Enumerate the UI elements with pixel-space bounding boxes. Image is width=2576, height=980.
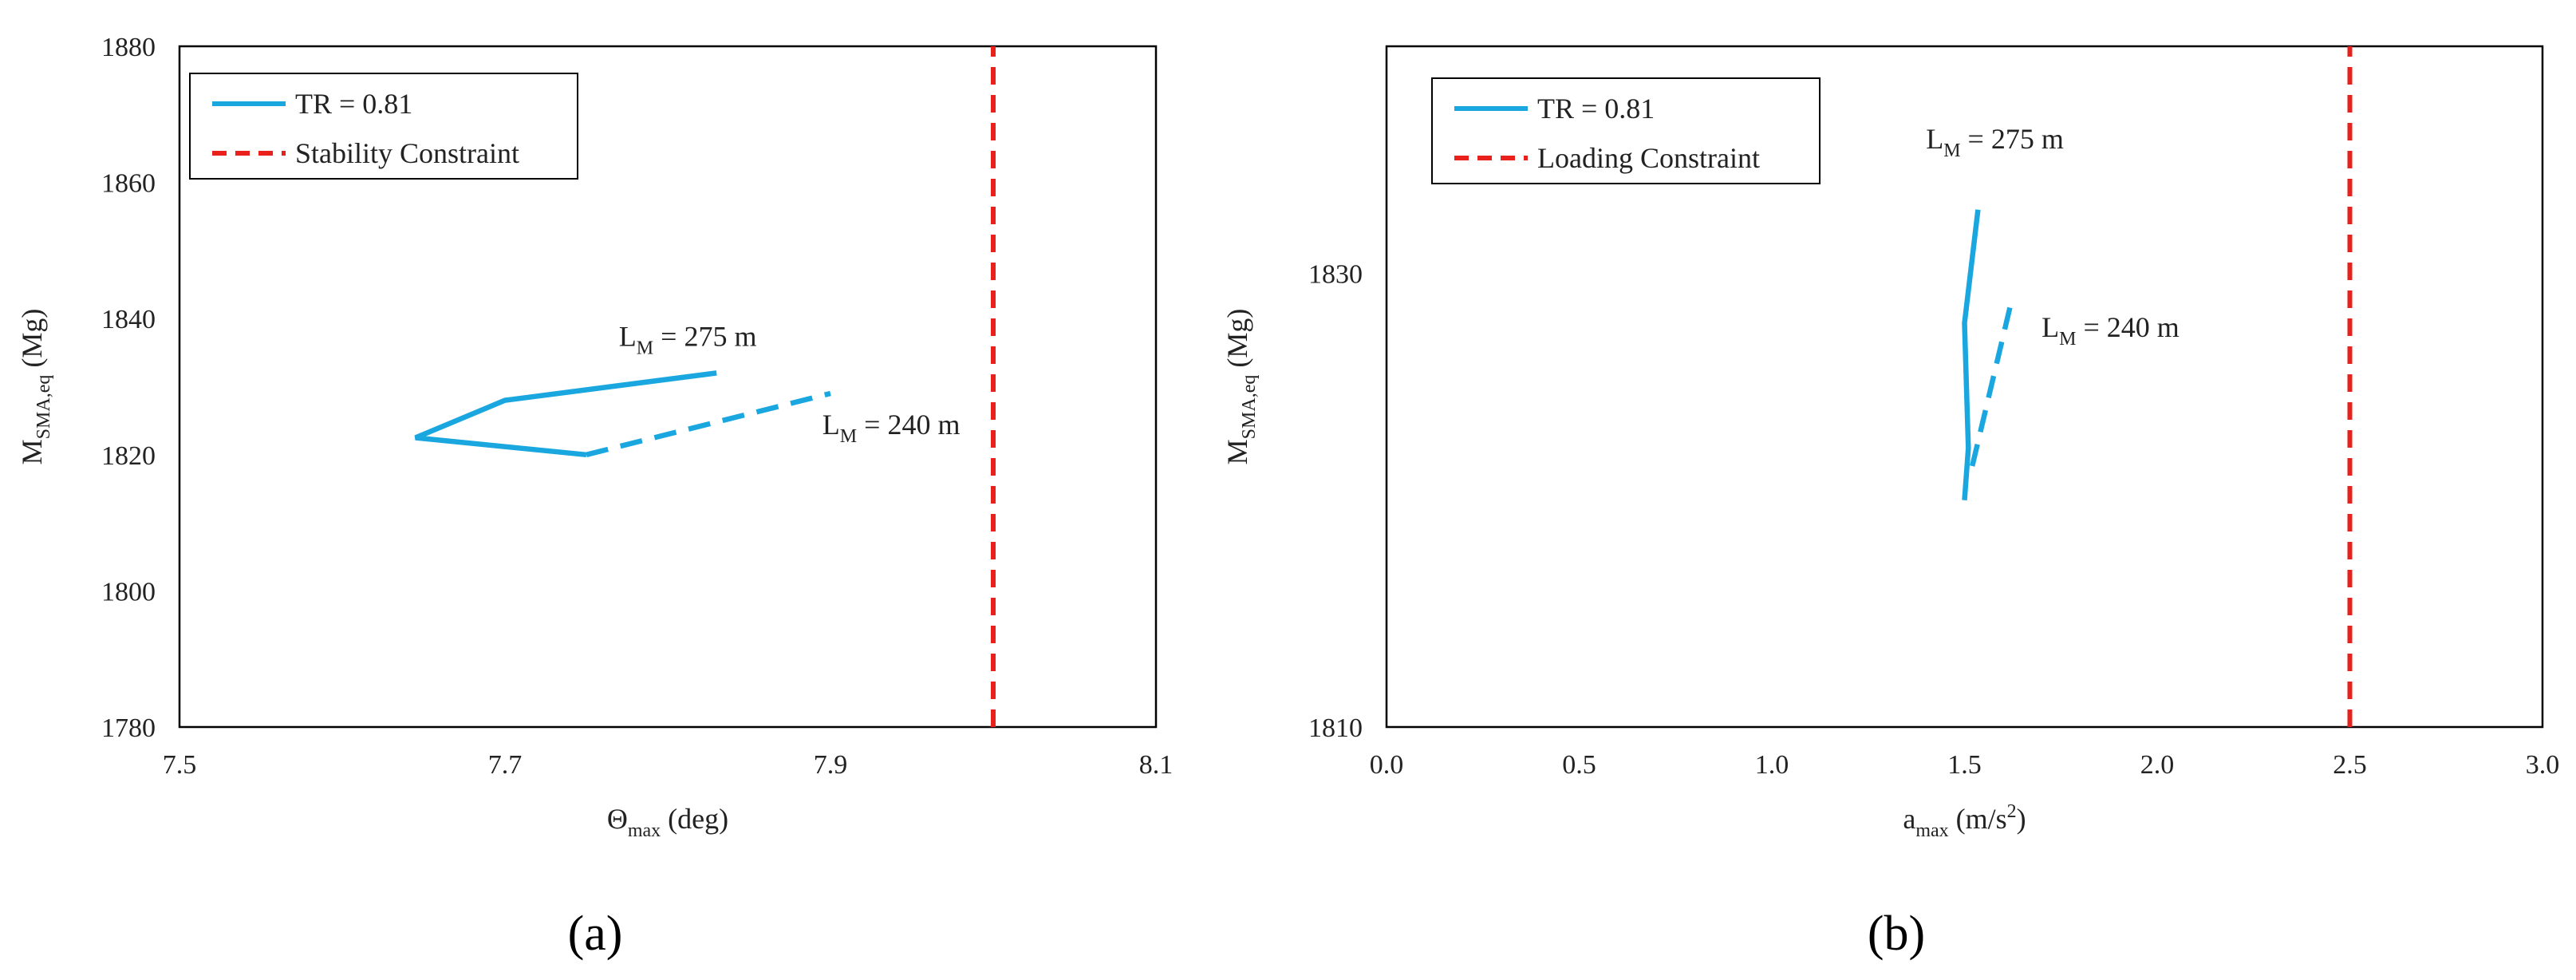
y-tick-label: 1880 [101,33,156,62]
y-axis-title: MSMA,eq (Mg) [16,309,54,465]
annotation-label: LM = 240 m [2041,311,2180,350]
legend-label: TR = 0.81 [1537,93,1655,124]
series-line-240m [1970,295,2016,467]
x-tick-label: 7.7 [488,750,523,780]
y-tick-label: 1860 [101,169,156,199]
x-tick-label: 0.0 [1370,750,1404,780]
series-line-275m [1962,209,1981,500]
legend-box [1431,77,1821,184]
annotation-label: LM = 275 m [1926,123,2064,161]
x-axis-title: amax (m/s2) [1903,801,2026,841]
y-axis-title: MSMA,eq (Mg) [1221,309,1260,465]
x-tick-label: 7.5 [163,750,197,780]
x-tick-label: 0.5 [1562,750,1596,780]
chart-panel-a: 7.5 7.7 7.9 8.1 1780 1800 1820 1840 1860 1880 Θmax… [16,33,1173,961]
legend-label: Stability Constraint [295,137,519,169]
x-axis-title: Θmax (deg) [607,803,728,841]
annotation-label: LM = 275 m [619,320,757,358]
legend: TR = 0.81 Stability Constraint [189,73,578,180]
y-tick-label: 1840 [101,305,156,334]
plot-frame [178,45,1158,729]
y-tick-label: 1800 [101,577,156,607]
plot-frame [1385,45,2544,729]
x-tick-label: 2.0 [2140,750,2175,780]
x-tick-label: 8.1 [1139,750,1174,780]
legend-label: Loading Constraint [1537,142,1760,174]
y-tick-label: 1810 [1308,713,1363,743]
y-tick-label: 1830 [1308,259,1363,289]
legend: TR = 0.81 Loading Constraint [1431,77,1821,184]
y-tick-label: 1820 [101,441,156,471]
panel-label: (a) [568,907,623,961]
series-line-275m [414,370,717,458]
x-tick-label: 7.9 [814,750,848,780]
annotation-label: LM = 240 m [823,409,961,447]
x-tick-label: 3.0 [2526,750,2560,780]
legend-box [189,73,578,180]
panel-label: (b) [1868,907,1925,961]
chart-panel-b: 0.0 0.5 1.0 1.5 2.0 2.5 3.0 1810 1830 amax (m/s2)… [1221,45,2560,961]
legend-label: TR = 0.81 [295,88,412,120]
series-line-240m [586,390,831,457]
x-tick-label: 1.5 [1947,750,1982,780]
y-tick-label: 1780 [101,713,156,743]
x-tick-label: 1.0 [1755,750,1789,780]
x-tick-label: 2.5 [2333,750,2367,780]
